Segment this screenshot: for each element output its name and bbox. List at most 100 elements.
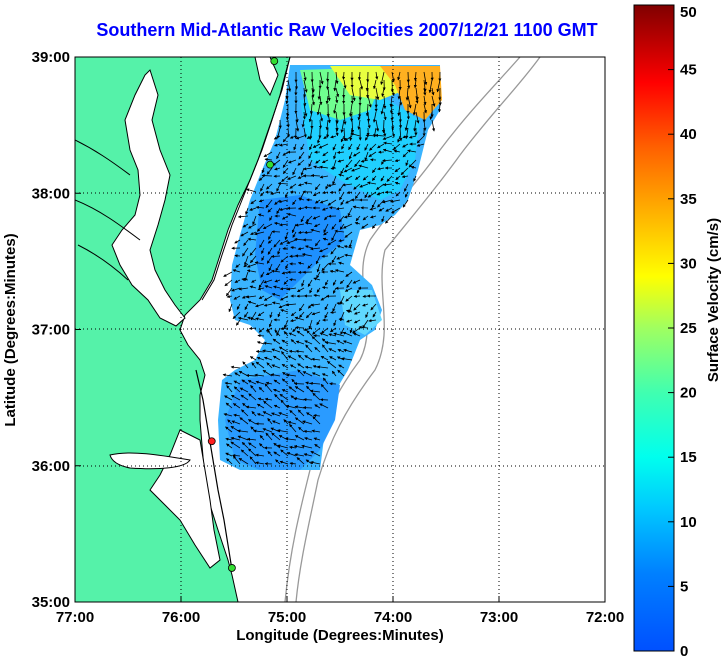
current-vector: [279, 143, 289, 147]
current-vector: [350, 132, 361, 137]
current-vector: [226, 294, 233, 299]
current-vector: [415, 87, 419, 101]
current-vector: [312, 191, 321, 197]
x-tick-label: 72:00: [586, 609, 624, 626]
current-vector: [263, 279, 273, 284]
current-vector: [274, 393, 281, 401]
current-vector: [327, 239, 337, 246]
current-vector: [248, 442, 257, 449]
current-vector: [238, 457, 249, 465]
current-vector: [402, 135, 409, 139]
current-vector: [344, 135, 353, 141]
current-vector: [277, 311, 281, 318]
current-vector: [292, 167, 297, 176]
y-tick-label: 39:00: [32, 49, 70, 66]
current-vector: [391, 127, 395, 138]
current-vector: [282, 135, 289, 143]
current-vector: [302, 111, 307, 120]
current-vector: [290, 311, 297, 317]
current-vector: [355, 215, 361, 222]
current-vector: [290, 319, 297, 323]
current-vector: [285, 111, 290, 121]
current-vector: [301, 119, 305, 128]
current-vector: [380, 175, 385, 182]
current-vector: [375, 119, 380, 132]
current-vector: [279, 393, 289, 401]
current-vector: [309, 143, 313, 151]
velocity-south-blue: [225, 370, 340, 470]
current-vector: [240, 449, 249, 457]
current-vector: [306, 135, 313, 139]
current-vector: [343, 79, 347, 89]
current-vector: [385, 215, 393, 224]
current-vector: [367, 95, 372, 108]
current-vector: [243, 239, 249, 247]
current-vector: [324, 311, 329, 319]
current-vector: [423, 79, 427, 93]
current-vector: [310, 461, 321, 465]
current-vector: [437, 103, 442, 113]
current-vector: [369, 207, 377, 211]
current-vector: [241, 277, 249, 282]
current-vector: [280, 309, 289, 313]
current-vector: [273, 451, 281, 457]
current-vector: [228, 303, 233, 313]
current-vector: [376, 183, 385, 190]
current-vector: [333, 332, 345, 337]
current-vector: [278, 412, 289, 417]
current-vector: [371, 199, 377, 209]
current-vector: [380, 71, 385, 86]
current-vector: [241, 442, 249, 449]
current-vector: [402, 143, 409, 148]
current-vector: [365, 103, 369, 117]
current-vector: [315, 255, 321, 265]
current-vector: [326, 360, 337, 369]
current-vector: [247, 237, 257, 241]
current-vector: [305, 344, 313, 353]
current-vector: [243, 263, 249, 268]
current-vector: [263, 341, 273, 345]
current-vector: [316, 365, 329, 369]
current-vector: [288, 332, 297, 337]
current-vector: [234, 239, 241, 244]
current-vector: [335, 119, 339, 132]
current-vector: [247, 419, 257, 425]
current-vector: [346, 319, 353, 323]
current-vector: [308, 127, 313, 140]
current-vector: [312, 327, 321, 335]
current-vector: [272, 338, 281, 345]
current-vector: [408, 159, 417, 168]
current-vector: [261, 167, 265, 174]
current-vector: [271, 412, 281, 417]
current-vector: [423, 87, 427, 96]
current-vector: [343, 348, 353, 353]
current-vector: [296, 457, 305, 465]
current-vector: [321, 159, 329, 163]
current-vector: [314, 346, 321, 353]
current-vector: [242, 247, 249, 257]
current-vector: [313, 165, 321, 169]
current-vector: [385, 207, 393, 212]
current-vector: [297, 354, 305, 361]
current-vector: [345, 159, 353, 168]
current-vector: [259, 443, 265, 449]
current-vector: [319, 332, 329, 337]
current-vector: [325, 119, 329, 131]
current-vector: [337, 369, 345, 377]
current-vector: [255, 317, 265, 321]
current-vector: [359, 79, 364, 90]
current-vector: [401, 174, 409, 179]
current-vector: [283, 331, 289, 337]
current-vector: [397, 87, 401, 100]
current-vector: [232, 269, 241, 273]
current-vector: [341, 357, 353, 361]
current-vector: [297, 206, 305, 211]
current-vector: [307, 263, 313, 269]
current-vector: [283, 279, 289, 285]
current-vector: [239, 387, 249, 393]
x-axis-label: Longitude (Degrees:Minutes): [236, 627, 444, 644]
current-vector: [323, 231, 329, 236]
current-vector: [254, 231, 265, 236]
current-vector: [436, 79, 441, 93]
current-vector: [294, 386, 305, 393]
